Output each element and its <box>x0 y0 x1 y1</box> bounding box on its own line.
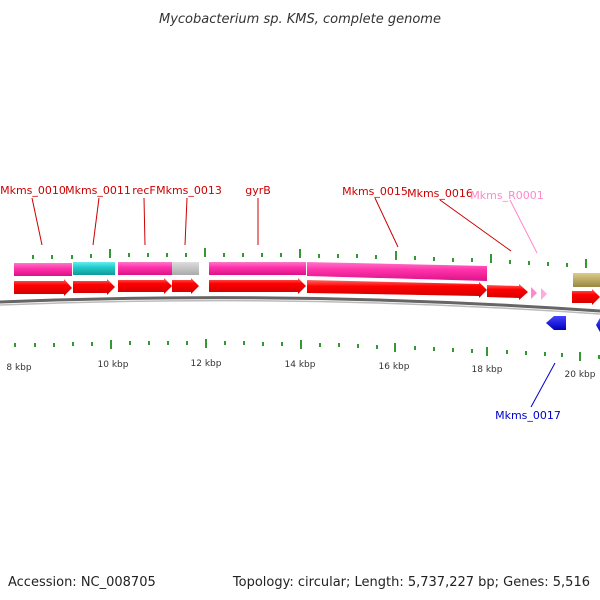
scale-labels: 8 kbp 10 kbp 12 kbp 14 kbp 16 kbp 18 kbp… <box>6 359 595 380</box>
leader-recf <box>143 197 146 246</box>
gene-track <box>14 262 600 287</box>
cds-track <box>14 278 600 305</box>
leader-mkms-0011 <box>92 197 100 246</box>
gene-block-recf[interactable] <box>118 262 172 275</box>
gene-block-mkms-0011[interactable] <box>73 262 115 275</box>
gene-label-recf[interactable]: recF <box>132 184 155 197</box>
leader-mkms-0017 <box>530 362 556 408</box>
leader-mkms-0010 <box>31 197 43 246</box>
leader-mkms-r0001 <box>509 199 538 254</box>
map-title: Mycobacterium sp. KMS, complete genome <box>159 12 441 27</box>
gene-label-mkms-0015[interactable]: Mkms_0015 <box>342 185 408 198</box>
gene-block-mkms-0013[interactable] <box>172 262 199 275</box>
leader-mkms-0016 <box>439 199 512 252</box>
scale-label-18kbp: 18 kbp <box>472 365 503 375</box>
gene-block-mkms-0010[interactable] <box>14 263 72 276</box>
cds-arrow-recf[interactable] <box>118 278 172 294</box>
gene-label-mkms-0016[interactable]: Mkms_0016 <box>407 187 473 200</box>
cds-arrow-gyrb[interactable] <box>209 278 306 294</box>
gene-label-mkms-0013[interactable]: Mkms_0013 <box>156 184 222 197</box>
genome-summary-text: Topology: circular; Length: 5,737,227 bp… <box>232 575 590 590</box>
scale-label-14kbp: 14 kbp <box>285 360 316 370</box>
cds-arrow-reverse-next[interactable] <box>596 318 600 332</box>
scale-label-16kbp: 16 kbp <box>379 362 410 372</box>
gene-labels: Mkms_0010 Mkms_0011 recF Mkms_0013 gyrB … <box>0 184 561 422</box>
gene-label-mkms-0017[interactable]: Mkms_0017 <box>495 409 561 422</box>
rna-arrow-mkms-r0001-b[interactable] <box>541 288 547 300</box>
cds-arrow-next[interactable] <box>572 289 600 305</box>
cds-arrow-mkms-0017[interactable] <box>546 316 566 330</box>
gene-label-mkms-0010[interactable]: Mkms_0010 <box>0 184 66 197</box>
scale-label-20kbp: 20 kbp <box>565 370 596 380</box>
leader-mkms-0015 <box>374 197 399 248</box>
upper-tick-row <box>32 248 587 268</box>
gene-label-mkms-0011[interactable]: Mkms_0011 <box>65 184 131 197</box>
cds-arrow-mkms-0010[interactable] <box>14 279 72 296</box>
label-leaders <box>31 197 556 408</box>
gene-block-mkms-0015[interactable] <box>307 262 487 281</box>
lower-tick-row <box>14 339 600 361</box>
reverse-track <box>546 316 600 332</box>
scale-label-12kbp: 12 kbp <box>191 359 222 369</box>
cds-arrow-mkms-0013[interactable] <box>172 278 199 294</box>
scale-label-10kbp: 10 kbp <box>98 360 129 370</box>
cds-arrow-mkms-0015[interactable] <box>307 280 487 298</box>
leader-mkms-0013 <box>184 197 188 246</box>
gene-block-next[interactable] <box>573 273 600 287</box>
gene-block-gyrb[interactable] <box>209 262 306 275</box>
genome-backbone <box>0 296 600 315</box>
scale-label-8kbp: 8 kbp <box>6 363 32 373</box>
rna-arrow-mkms-r0001-a[interactable] <box>531 287 537 299</box>
gene-label-gyrb[interactable]: gyrB <box>245 184 271 197</box>
cds-arrow-mkms-0016[interactable] <box>487 284 528 300</box>
accession-text: Accession: NC_008705 <box>8 575 156 590</box>
cds-arrow-mkms-0011[interactable] <box>73 279 115 295</box>
gene-label-mkms-r0001[interactable]: Mkms_R0001 <box>470 189 543 202</box>
